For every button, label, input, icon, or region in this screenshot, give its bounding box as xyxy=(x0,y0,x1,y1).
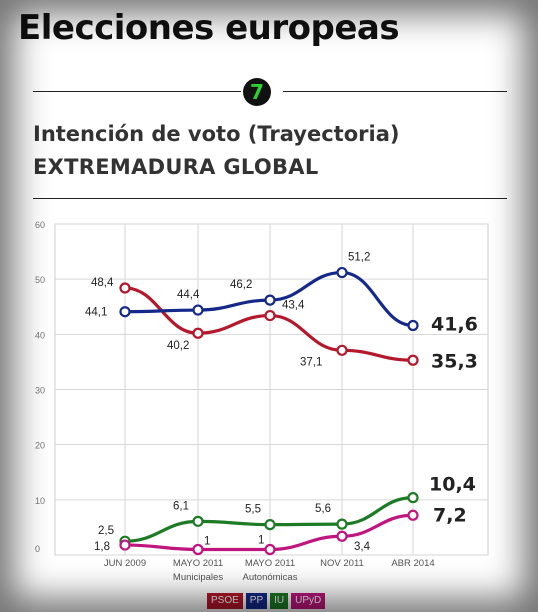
divider-line-right xyxy=(283,91,507,92)
data-label-psoe: 37,1 xyxy=(300,356,322,368)
data-point-psoe xyxy=(119,282,131,294)
data-label-pp: 46,2 xyxy=(230,279,252,291)
legend-item-upyd: UPyD xyxy=(291,593,326,609)
x-tick-sublabel: Autonómicas xyxy=(243,572,298,583)
data-point-psoe xyxy=(336,344,348,356)
data-point-upyd xyxy=(336,530,348,542)
page-title: Elecciones europeas xyxy=(18,8,400,48)
data-point-upyd xyxy=(407,509,419,521)
data-label-psoe: 40,2 xyxy=(167,340,189,352)
y-tick-label: 10 xyxy=(35,496,45,506)
data-point-psoe xyxy=(192,327,204,339)
data-point-psoe xyxy=(264,309,276,322)
chart-title: Intención de voto (Trayectoria) xyxy=(33,122,400,146)
data-point-pp xyxy=(119,306,131,318)
y-tick-label: 30 xyxy=(35,386,45,396)
legend-item-pp: PP xyxy=(245,593,268,609)
data-label-upyd: 1 xyxy=(258,534,264,546)
data-point-pp xyxy=(264,294,276,306)
data-label-upyd: 1 xyxy=(204,535,210,547)
y-tick-label: 50 xyxy=(35,275,45,285)
x-tick-label: MAYO 2011 xyxy=(245,558,295,569)
data-label-pp: 44,1 xyxy=(85,307,107,319)
data-point-pp xyxy=(407,319,419,332)
data-label-iu: 10,4 xyxy=(429,474,476,496)
data-point-pp xyxy=(336,266,348,279)
y-tick-label: 0 xyxy=(35,544,40,554)
data-label-psoe: 35,3 xyxy=(431,350,478,372)
y-tick-label: 40 xyxy=(35,330,45,340)
data-label-psoe: 43,4 xyxy=(282,300,305,312)
data-label-pp: 41,6 xyxy=(431,314,478,336)
data-label-pp: 44,4 xyxy=(177,289,200,301)
chart-subtitle: EXTREMADURA GLOBAL xyxy=(33,155,319,179)
data-point-upyd xyxy=(264,543,276,556)
x-tick-label: NOV 2011 xyxy=(320,558,364,569)
data-label-iu: 6,1 xyxy=(173,500,189,512)
data-label-upyd: 7,2 xyxy=(433,504,467,526)
data-point-iu xyxy=(264,519,276,531)
legend-item-psoe: PSOE xyxy=(207,593,243,609)
x-tick-label: MAYO 2011 xyxy=(173,558,223,569)
data-point-iu xyxy=(192,515,204,527)
data-label-upyd: 3,4 xyxy=(354,541,371,553)
y-tick-label: 20 xyxy=(35,441,45,451)
chart-legend: PSOE PP IU UPyD xyxy=(207,593,326,609)
y-tick-label: 60 xyxy=(35,220,45,230)
data-label-iu: 5,5 xyxy=(245,504,261,516)
data-point-psoe xyxy=(407,354,419,366)
x-tick-label: JUN 2009 xyxy=(104,558,146,569)
data-point-upyd xyxy=(119,539,131,551)
data-label-iu: 5,6 xyxy=(315,503,331,515)
data-point-pp xyxy=(192,304,204,316)
data-label-pp: 51,2 xyxy=(348,252,370,264)
divider-line-left xyxy=(33,91,241,92)
data-label-psoe: 48,4 xyxy=(91,277,114,289)
data-label-iu: 2,5 xyxy=(98,525,114,537)
page-number-badge: 7 xyxy=(243,78,271,106)
data-point-iu xyxy=(407,492,419,504)
x-tick-sublabel: Municipales xyxy=(173,572,223,583)
data-point-iu xyxy=(336,518,348,530)
legend-item-iu: IU xyxy=(270,593,289,609)
title-rule xyxy=(33,198,507,199)
section-divider: 7 xyxy=(33,78,507,106)
data-point-upyd xyxy=(192,543,204,556)
data-label-upyd: 1,8 xyxy=(94,541,110,553)
x-tick-label: ABR 2014 xyxy=(391,558,434,569)
